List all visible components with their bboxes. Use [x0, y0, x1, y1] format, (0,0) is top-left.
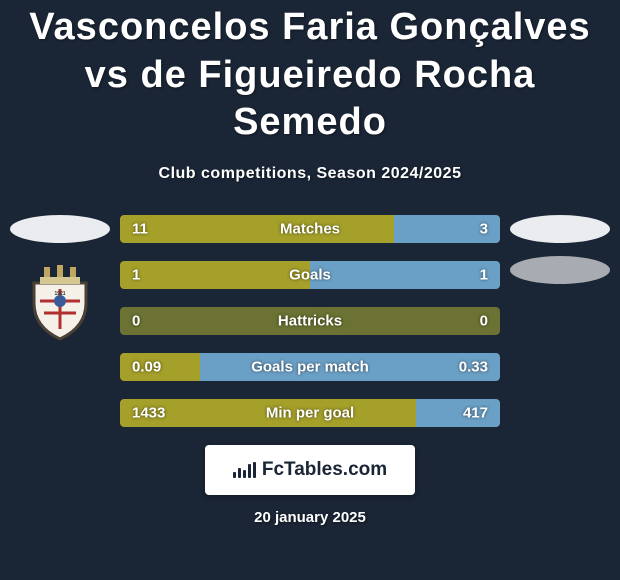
title: Vasconcelos Faria Gonçalves vs de Figuei… — [10, 0, 610, 147]
stat-label: Goals per match — [251, 358, 369, 375]
footer: FcTables.com 20 january 2025 — [10, 445, 610, 526]
stat-left-value: 1433 — [132, 404, 165, 421]
right-player-oval-top — [510, 215, 610, 243]
bar-left-fill — [120, 215, 394, 243]
comparison-area: 1921 11 Matches 3 1 Goals 1 0 Hattricks 0 0.09 Goa… — [10, 215, 610, 427]
stat-bar-min-per-goal: 1433 Min per goal 417 — [120, 399, 500, 427]
stat-bar-matches: 11 Matches 3 — [120, 215, 500, 243]
stat-bar-hattricks: 0 Hattricks 0 — [120, 307, 500, 335]
stat-left-value: 11 — [132, 220, 148, 237]
stat-label: Min per goal — [266, 404, 354, 421]
brand-badge: FcTables.com — [205, 445, 415, 495]
stat-left-value: 1 — [132, 266, 140, 283]
stat-left-value: 0 — [132, 312, 140, 329]
stat-right-value: 0 — [480, 312, 488, 329]
stat-label: Goals — [289, 266, 331, 283]
right-player-column — [510, 215, 610, 284]
date: 20 january 2025 — [254, 509, 366, 526]
stat-bars: 11 Matches 3 1 Goals 1 0 Hattricks 0 0.09 Goals pe… — [120, 215, 500, 427]
subtitle: Club competitions, Season 2024/2025 — [10, 165, 610, 183]
stat-right-value: 0.33 — [459, 358, 488, 375]
club-crest-left: 1921 — [20, 261, 100, 341]
stat-right-value: 3 — [480, 220, 488, 237]
stat-right-value: 1 — [480, 266, 488, 283]
stat-label: Hattricks — [278, 312, 342, 329]
brand-text: FcTables.com — [262, 459, 387, 481]
stat-bar-goals-per-match: 0.09 Goals per match 0.33 — [120, 353, 500, 381]
left-player-oval — [10, 215, 110, 243]
stat-right-value: 417 — [463, 404, 488, 421]
svg-text:1921: 1921 — [54, 291, 65, 297]
chart-icon — [233, 462, 256, 478]
bar-left-fill — [120, 261, 310, 289]
comparison-infographic: Vasconcelos Faria Gonçalves vs de Figuei… — [0, 0, 620, 580]
right-player-oval-bottom — [510, 256, 610, 284]
stat-left-value: 0.09 — [132, 358, 161, 375]
bar-right-fill — [310, 261, 500, 289]
stat-label: Matches — [280, 220, 340, 237]
stat-bar-goals: 1 Goals 1 — [120, 261, 500, 289]
left-player-column: 1921 — [10, 215, 110, 341]
